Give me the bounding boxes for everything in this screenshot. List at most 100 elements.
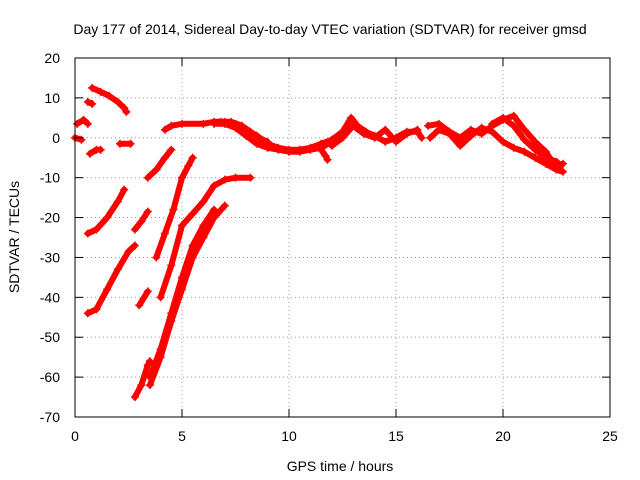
data-point (520, 147, 529, 156)
data-point (88, 99, 97, 108)
data-point (122, 107, 131, 116)
plot-frame (74, 57, 611, 418)
data-point (137, 381, 146, 390)
y-tick-label: -40 (40, 289, 60, 305)
data-point (145, 381, 154, 390)
data-point (130, 241, 139, 250)
data-point (96, 145, 105, 154)
data-point (466, 131, 475, 140)
data-point (558, 159, 567, 168)
data-point (199, 119, 208, 128)
data-point (531, 137, 540, 146)
y-tick-label: -20 (40, 210, 60, 226)
data-point (531, 153, 540, 162)
data-point (520, 135, 529, 144)
data-point (317, 145, 326, 154)
data-point (199, 197, 208, 206)
data-point (167, 309, 176, 318)
data-point (263, 137, 272, 146)
data-point (488, 127, 497, 136)
data-point (210, 205, 219, 214)
y-tick-label: -10 (40, 170, 60, 186)
data-point (488, 119, 497, 128)
series-arc-t (318, 146, 331, 163)
series-arc-g (84, 186, 128, 237)
data-point (426, 133, 435, 142)
data-point (77, 135, 86, 144)
data-point (113, 97, 122, 106)
data-point (477, 123, 486, 132)
data-point (255, 133, 264, 142)
y-tick-label: 20 (44, 50, 60, 66)
data-point (167, 145, 176, 154)
data-point (381, 137, 390, 146)
data-point (246, 127, 255, 136)
data-point (199, 233, 208, 242)
x-tick-label: 0 (71, 428, 79, 444)
data-point (246, 173, 255, 182)
data-point (167, 261, 176, 270)
data-point (231, 173, 240, 182)
data-point (220, 175, 229, 184)
data-point (115, 139, 124, 148)
data-point (210, 119, 219, 128)
data-point (445, 129, 454, 138)
data-point (188, 209, 197, 218)
data-point (499, 113, 507, 122)
data-point (105, 91, 114, 100)
data-point (252, 139, 261, 148)
data-point (327, 141, 336, 150)
data-point (152, 165, 161, 174)
y-tick-label: 10 (44, 90, 60, 106)
x-tick-label: 10 (281, 428, 297, 444)
data-point (323, 155, 332, 164)
data-point (130, 225, 139, 234)
data-point (160, 153, 169, 162)
series-arc-k (144, 146, 175, 181)
data-point (558, 167, 567, 176)
data-point (156, 293, 165, 302)
data-point (113, 265, 122, 274)
data-point (541, 157, 550, 166)
data-point (124, 247, 133, 256)
data-point (413, 125, 422, 134)
data-point (103, 285, 112, 294)
data-point (381, 125, 390, 134)
data-point (188, 241, 197, 250)
data-point (120, 185, 129, 194)
data-point (145, 373, 154, 382)
data-point (552, 161, 561, 170)
data-point (160, 229, 169, 238)
data-point (188, 153, 197, 162)
chart-title: Day 177 of 2014, Sidereal Day-to-day VTE… (73, 21, 586, 37)
data-point (73, 119, 82, 128)
data-point (130, 393, 139, 402)
data-point (456, 133, 465, 142)
data-point (242, 131, 251, 140)
data-point (167, 121, 176, 130)
data-point (88, 83, 97, 92)
data-point (143, 173, 152, 182)
data-point (83, 97, 92, 106)
data-point (178, 119, 186, 128)
data-point (178, 173, 186, 182)
data-point (199, 221, 208, 230)
data-point (83, 119, 92, 128)
data-point (126, 139, 135, 148)
data-point (103, 213, 112, 222)
data-point (417, 133, 426, 142)
y-tick-label: -50 (40, 329, 60, 345)
data-point (92, 305, 101, 314)
data-point (295, 147, 304, 156)
data-point (143, 207, 152, 216)
data-point (178, 221, 186, 230)
axis-ticks: 0 5 10 15 20 25 -70 -60 -50 -40 -30 -20 -10 0 10 20 (40, 50, 618, 444)
data-point (424, 121, 433, 130)
data-point (178, 273, 186, 282)
data-point (137, 217, 146, 226)
series-arc-h (84, 242, 138, 317)
data-point (499, 137, 507, 146)
data-point (402, 129, 411, 138)
y-tick-label: -70 (40, 409, 60, 425)
